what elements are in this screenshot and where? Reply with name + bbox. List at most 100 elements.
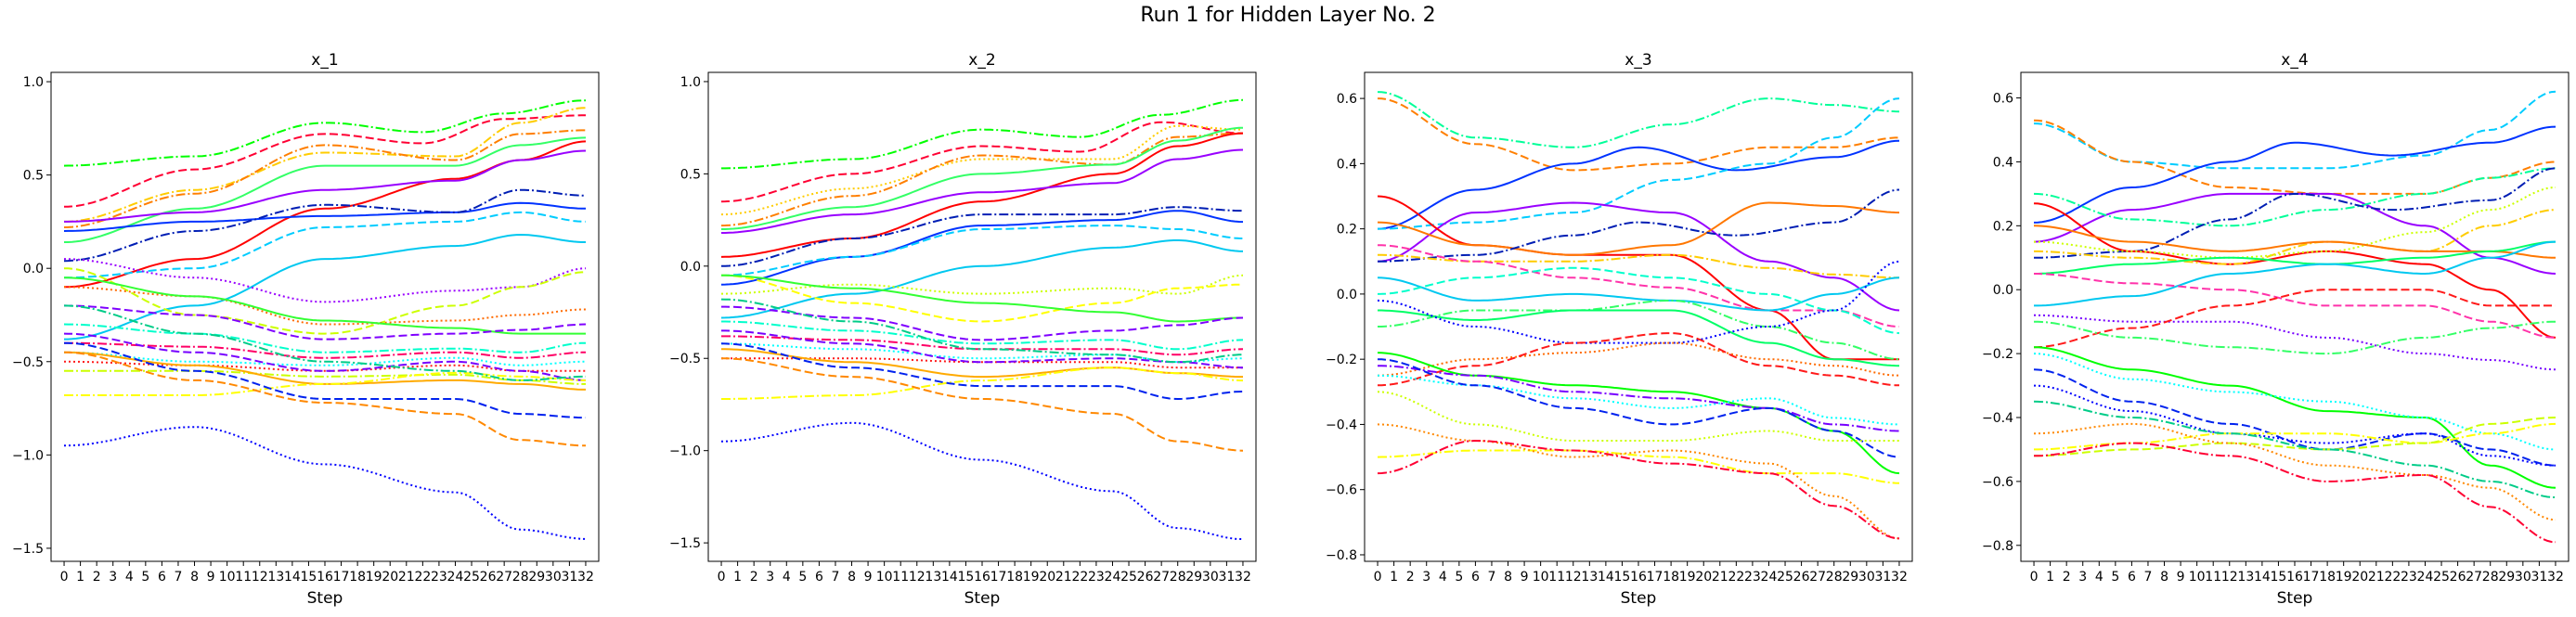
series-line-2 bbox=[1378, 98, 1899, 170]
x-tick-label: 17 bbox=[333, 570, 350, 585]
series-line-16 bbox=[1378, 343, 1899, 376]
y-tick-label: −0.2 bbox=[1326, 353, 1357, 367]
x-tick-label: 23 bbox=[1088, 570, 1105, 585]
y-tick-label: 0.6 bbox=[1993, 92, 2013, 107]
x-tick-label: 4 bbox=[783, 570, 791, 585]
x-tick-label: 17 bbox=[1647, 570, 1663, 585]
x-tick-label: 3 bbox=[1422, 570, 1430, 585]
y-tick-label: −1.0 bbox=[12, 448, 44, 463]
series-line-14 bbox=[2034, 315, 2556, 370]
x-tick-label: 24 bbox=[447, 570, 464, 585]
x-tick-label: 25 bbox=[2433, 570, 2450, 585]
x-tick-label: 14 bbox=[1598, 570, 1614, 585]
x-tick-label: 15 bbox=[2271, 570, 2287, 585]
x-tick-label: 0 bbox=[2030, 570, 2039, 585]
x-tick-label: 10 bbox=[219, 570, 236, 585]
series-line-11 bbox=[721, 240, 1243, 318]
x-tick-label: 27 bbox=[1809, 570, 1826, 585]
x-tick-label: 12 bbox=[2221, 570, 2238, 585]
series-line-21 bbox=[64, 371, 586, 384]
x-tick-label: 18 bbox=[349, 570, 366, 585]
x-tick-label: 10 bbox=[876, 570, 893, 585]
y-tick-label: −0.6 bbox=[1326, 483, 1357, 498]
x-tick-label: 24 bbox=[1105, 570, 1121, 585]
series-line-7 bbox=[64, 151, 586, 222]
subplot-title: x_4 bbox=[2281, 51, 2308, 70]
series-line-25 bbox=[2034, 443, 2556, 543]
y-tick-label: −1.0 bbox=[669, 444, 701, 459]
series-line-11 bbox=[1378, 277, 1899, 310]
x-tick-label: 8 bbox=[848, 570, 856, 585]
x-tick-label: 5 bbox=[2111, 570, 2119, 585]
x-tick-label: 7 bbox=[832, 570, 840, 585]
x-tick-label: 30 bbox=[1202, 570, 1219, 585]
y-tick-label: 0.5 bbox=[23, 169, 44, 184]
y-tick-label: −0.8 bbox=[1982, 539, 2013, 554]
subplot-x_3: x_3−0.8−0.6−0.4−0.20.00.20.40.60 1 2 3 4 5 6 7 8… bbox=[1326, 51, 1912, 608]
series-line-18 bbox=[1378, 353, 1899, 473]
y-tick-label: 0.4 bbox=[1993, 155, 2013, 170]
x-tick-label: 20 bbox=[1695, 570, 1712, 585]
x-tick-label: 26 bbox=[1793, 570, 1810, 585]
series-line-23 bbox=[1378, 451, 1899, 483]
x-tick-label: 0 bbox=[718, 570, 726, 585]
series-line-21 bbox=[2034, 424, 2556, 450]
x-tick-label: 10 bbox=[1533, 570, 1549, 585]
x-tick-label: 10 bbox=[2189, 570, 2206, 585]
x-tick-label: 21 bbox=[1055, 570, 1072, 585]
series-line-5 bbox=[721, 128, 1243, 229]
x-tick-label: 0 bbox=[1374, 570, 1382, 585]
x-tick-label: 19 bbox=[1023, 570, 1040, 585]
series-line-26 bbox=[721, 423, 1243, 539]
series-line-14 bbox=[1378, 311, 1899, 366]
series-line-19 bbox=[64, 353, 586, 366]
y-tick-label: −1.5 bbox=[12, 542, 44, 557]
x-tick-label: 26 bbox=[480, 570, 497, 585]
y-tick-label: −0.4 bbox=[1982, 411, 2013, 426]
series-line-8 bbox=[2034, 210, 2556, 264]
series-line-7 bbox=[721, 150, 1243, 234]
series-line-12 bbox=[64, 259, 586, 302]
x-tick-label: 17 bbox=[2303, 570, 2320, 585]
x-tick-label: 16 bbox=[317, 570, 333, 585]
series-line-24 bbox=[1378, 424, 1899, 538]
y-tick-label: 0.0 bbox=[1337, 288, 1357, 302]
subplot-title: x_3 bbox=[1625, 51, 1651, 70]
x-tick-label: 21 bbox=[2368, 570, 2385, 585]
series-line-15 bbox=[64, 277, 586, 333]
series-line-10 bbox=[1378, 245, 1899, 327]
x-tick-label: 20 bbox=[2351, 570, 2368, 585]
x-tick-label: 16 bbox=[1630, 570, 1647, 585]
x-tick-label: 16 bbox=[2286, 570, 2303, 585]
x-tick-label: 3 bbox=[766, 570, 774, 585]
x-tick-label: 24 bbox=[2417, 570, 2434, 585]
x-tick-label: 8 bbox=[1504, 570, 1512, 585]
subplot-x_2: x_2−1.5−1.0−0.50.00.51.00 1 2 3 4 5 6 7 8 9 10 11 12… bbox=[669, 51, 1256, 608]
series-line-16 bbox=[2034, 322, 2556, 353]
x-tick-label: 20 bbox=[382, 570, 398, 585]
series-line-22 bbox=[1378, 392, 1899, 441]
x-tick-label: 12 bbox=[252, 570, 268, 585]
x-axis-label: Step bbox=[307, 589, 343, 608]
x-tick-label: 18 bbox=[2319, 570, 2336, 585]
series-line-19 bbox=[2034, 369, 2556, 465]
series-line-19 bbox=[1378, 376, 1899, 425]
x-tick-label: 19 bbox=[1679, 570, 1696, 585]
x-tick-label: 11 bbox=[892, 570, 909, 585]
x-tick-label: 3 bbox=[109, 570, 117, 585]
x-tick-label: 17 bbox=[990, 570, 1007, 585]
series-line-12 bbox=[1378, 268, 1899, 333]
x-tick-label: 6 bbox=[2128, 570, 2136, 585]
y-tick-label: −0.5 bbox=[669, 352, 701, 366]
series-line-23 bbox=[2034, 424, 2556, 520]
x-tick-label: 3 bbox=[2078, 570, 2087, 585]
x-tick-label: 32 bbox=[1891, 570, 1908, 585]
x-tick-label: 14 bbox=[284, 570, 301, 585]
series-line-17 bbox=[64, 325, 586, 353]
x-tick-label: 19 bbox=[2336, 570, 2352, 585]
x-tick-label: 9 bbox=[2177, 570, 2185, 585]
y-tick-label: 0.5 bbox=[680, 167, 701, 182]
series-line-13 bbox=[2034, 274, 2556, 338]
x-tick-label: 32 bbox=[1235, 570, 1251, 585]
